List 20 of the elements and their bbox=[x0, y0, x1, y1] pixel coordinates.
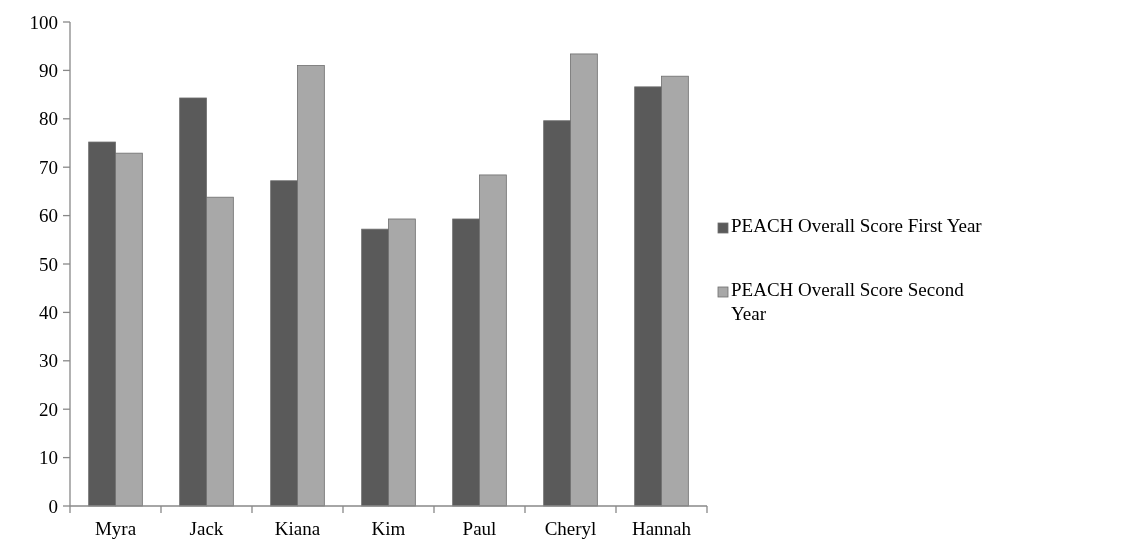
x-tick-label: Kim bbox=[371, 518, 406, 539]
y-tick-label: 30 bbox=[39, 350, 58, 372]
x-tick-label: Kiana bbox=[274, 518, 321, 539]
y-tick-label: 70 bbox=[39, 156, 58, 178]
y-tick-label: 100 bbox=[29, 11, 58, 33]
y-tick-label: 10 bbox=[39, 447, 58, 469]
x-tick-label: Jack bbox=[189, 518, 224, 539]
y-tick-label: 40 bbox=[39, 302, 58, 324]
legend-label: PEACH Overall Score First Year bbox=[731, 215, 983, 236]
x-tick-label: Hannah bbox=[631, 518, 692, 539]
y-tick-label: 50 bbox=[39, 253, 58, 275]
y-tick-label: 20 bbox=[39, 398, 58, 420]
y-tick-label: 90 bbox=[39, 60, 58, 82]
x-tick-label: Myra bbox=[94, 518, 137, 539]
y-tick-label: 80 bbox=[39, 108, 58, 130]
y-tick-label: 60 bbox=[39, 205, 58, 227]
legend-label: PEACH Overall Score Second Year bbox=[731, 279, 965, 324]
y-tick-label: 0 bbox=[48, 495, 58, 517]
x-tick-label: Cheryl bbox=[544, 518, 597, 539]
x-tick-label: Paul bbox=[462, 518, 497, 539]
